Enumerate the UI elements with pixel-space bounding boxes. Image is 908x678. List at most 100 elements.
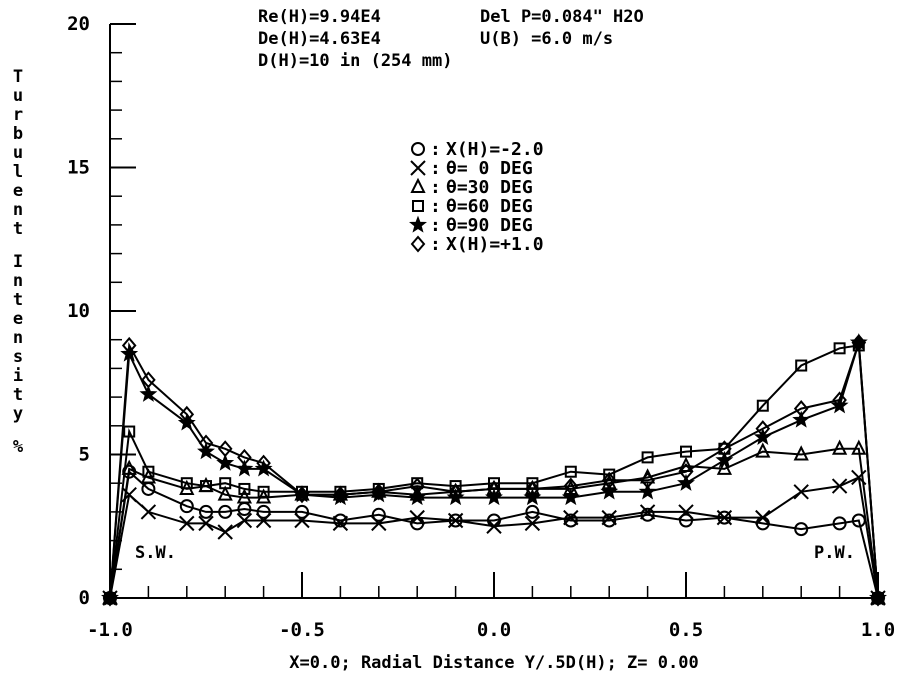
x-tick-label: 1.0 xyxy=(861,619,895,641)
marker-x xyxy=(294,512,310,529)
marker-diamond xyxy=(256,454,271,472)
marker-diamond xyxy=(870,589,886,607)
marker-square xyxy=(488,477,500,490)
annotation-pw: P.W. xyxy=(814,543,855,563)
y-label-char: b xyxy=(13,124,23,144)
x-tick-label: -1.0 xyxy=(87,619,133,641)
marker-diamond xyxy=(217,440,233,458)
series-line-square xyxy=(109,344,879,599)
y-label-char: u xyxy=(13,143,23,163)
marker-triangle xyxy=(755,442,771,458)
y-label-char: e xyxy=(13,309,23,329)
marker-star xyxy=(715,450,734,468)
y-label-char: s xyxy=(13,347,23,367)
marker-x xyxy=(486,518,502,534)
marker-diamond xyxy=(640,471,655,489)
marker-diamond xyxy=(755,420,771,438)
marker-square xyxy=(257,485,270,498)
y-label-char: e xyxy=(13,181,23,201)
header-reynolds: Re(H)=9.94E4 xyxy=(258,7,381,27)
legend-entry: θ=60 DEG xyxy=(446,196,533,217)
marker-x xyxy=(447,512,464,529)
y-label-char: u xyxy=(13,86,23,106)
series-markers xyxy=(101,333,887,607)
marker-x xyxy=(639,504,656,520)
x-tick-label: 0.0 xyxy=(477,619,511,641)
marker-square xyxy=(641,451,654,464)
marker-square xyxy=(412,200,424,212)
marker-circle xyxy=(525,504,540,519)
marker-star xyxy=(101,588,119,606)
marker-diamond xyxy=(102,589,118,607)
marker-x xyxy=(601,509,617,526)
annotation-sw: S.W. xyxy=(135,543,176,563)
marker-diamond xyxy=(525,480,540,498)
marker-x xyxy=(755,509,771,526)
marker-diamond xyxy=(601,471,617,489)
y-label-char: i xyxy=(13,366,23,386)
marker-x xyxy=(198,515,214,532)
marker-diamond xyxy=(409,477,425,495)
marker-diamond xyxy=(678,463,694,481)
marker-star xyxy=(792,410,811,428)
marker-star xyxy=(409,215,427,233)
marker-star xyxy=(139,384,158,402)
marker-x xyxy=(371,515,387,532)
marker-star xyxy=(830,396,849,414)
y-label-char: t xyxy=(13,385,23,405)
marker-x xyxy=(793,484,809,500)
marker-square xyxy=(142,465,155,478)
marker-circle xyxy=(679,513,693,528)
marker-circle xyxy=(448,513,463,528)
marker-diamond xyxy=(371,483,387,501)
marker-x xyxy=(410,160,426,176)
marker-circle xyxy=(179,499,194,514)
marker-diamond xyxy=(410,235,426,253)
marker-square xyxy=(833,342,846,355)
legend: : X(H)=-2.0: θ= 0 DEG: θ=30 DEG: θ=60 DEG: θ=… xyxy=(409,139,544,255)
marker-triangle xyxy=(851,439,867,455)
marker-circle xyxy=(717,510,732,525)
marker-square xyxy=(180,477,193,490)
marker-circle xyxy=(371,507,386,522)
legend-separator: : xyxy=(430,215,441,236)
marker-square xyxy=(200,480,212,493)
x-tick-label: -0.5 xyxy=(279,619,325,641)
series-lines xyxy=(109,342,879,599)
marker-diamond xyxy=(563,477,579,495)
legend-separator: : xyxy=(430,177,441,198)
y-label-char: t xyxy=(13,219,23,239)
marker-x xyxy=(179,515,195,532)
marker-x xyxy=(678,504,694,520)
marker-x xyxy=(409,509,425,526)
x-tick-label: 0.5 xyxy=(669,619,703,641)
marker-square xyxy=(603,468,616,481)
header-diameter: D(H)=10 in (254 mm) xyxy=(258,51,452,71)
marker-square xyxy=(123,425,136,438)
marker-x xyxy=(831,478,848,494)
marker-x xyxy=(563,509,579,526)
y-label-char: % xyxy=(13,437,24,457)
marker-square xyxy=(756,399,769,412)
marker-diamond xyxy=(832,391,847,409)
marker-diamond xyxy=(121,336,137,354)
marker-x xyxy=(332,515,349,532)
marker-diamond xyxy=(237,448,252,466)
marker-triangle xyxy=(716,459,733,475)
x-axis-label: X=0.0; Radial Distance Y/.5D(H); Z= 0.00 xyxy=(289,653,698,673)
marker-star xyxy=(600,482,619,500)
header-dean: De(H)=4.63E4 xyxy=(258,29,381,49)
y-tick-label: 15 xyxy=(67,157,90,179)
marker-circle xyxy=(218,504,233,519)
marker-diamond xyxy=(294,486,310,504)
legend-entry: θ= 0 DEG xyxy=(446,158,533,179)
marker-triangle xyxy=(793,445,809,461)
marker-square xyxy=(526,477,539,490)
marker-triangle xyxy=(678,456,694,472)
marker-circle xyxy=(333,513,348,528)
y-label-char: r xyxy=(13,105,23,125)
marker-triangle xyxy=(831,439,848,455)
marker-x xyxy=(121,486,137,503)
